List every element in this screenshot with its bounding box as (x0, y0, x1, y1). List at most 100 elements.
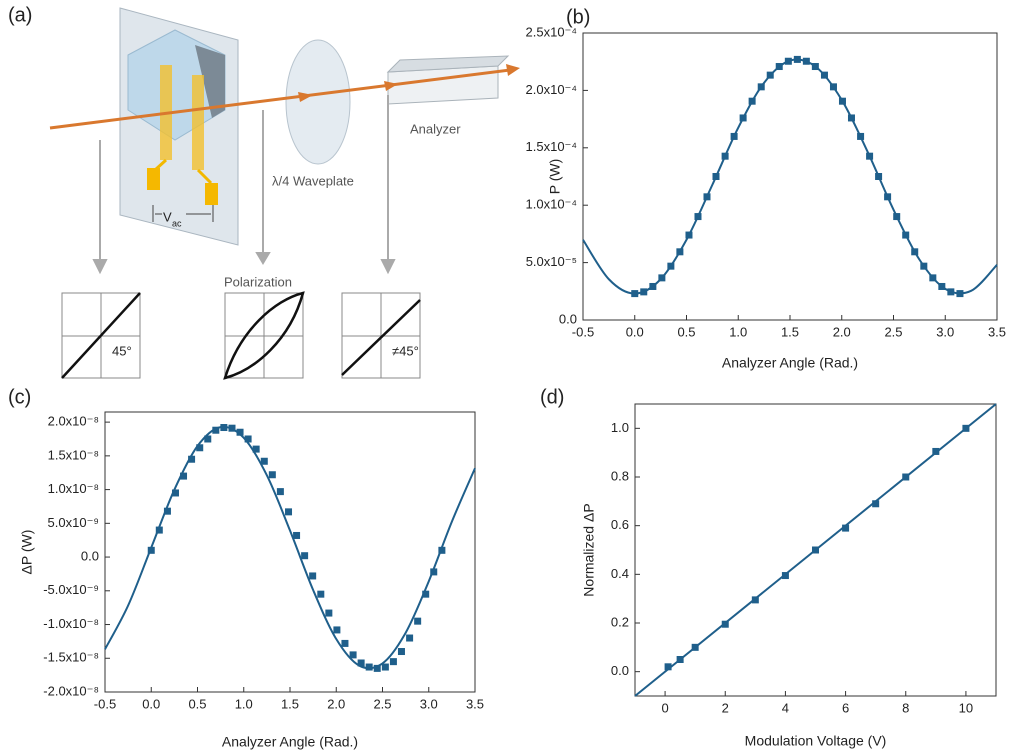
data-point (155, 526, 163, 534)
electrode (192, 75, 204, 170)
data-point (676, 248, 684, 256)
panel-label: (b) (566, 6, 590, 28)
x-tick-label: 3.0 (420, 696, 438, 711)
y-tick-label: 0.2 (611, 614, 629, 629)
x-tick-label: 0.5 (677, 324, 695, 339)
data-point (357, 659, 365, 667)
waveplate (285, 39, 351, 165)
y-tick-label: 0.0 (559, 311, 577, 326)
data-point (252, 445, 260, 453)
y-axis-label: Normalized ΔP (581, 503, 597, 596)
y-tick-label: -1.5x10⁻⁸ (43, 650, 99, 665)
data-point (325, 609, 333, 617)
data-point (212, 426, 220, 434)
x-tick-label: 3.5 (466, 696, 484, 711)
y-tick-label: 0.0 (611, 663, 629, 678)
analyzer-top (386, 55, 510, 73)
data-point (685, 231, 693, 239)
y-tick-label: 0.4 (611, 566, 629, 581)
data-point (829, 83, 837, 91)
beam-head (384, 81, 398, 91)
waveplate-label: λ/4 Waveplate (272, 173, 354, 188)
data-point (712, 173, 720, 180)
y-tick-label: 1.5x10⁻⁸ (48, 447, 99, 462)
x-axis-label: Analyzer Angle (Rad.) (222, 734, 358, 750)
y-tick-label: -1.0x10⁻⁸ (43, 616, 99, 631)
panel-label: (a) (8, 4, 32, 26)
data-point (220, 424, 228, 432)
data-point (228, 424, 236, 432)
beam-head (298, 92, 313, 102)
data-point (884, 193, 892, 201)
x-tick-label: 2.5 (884, 324, 902, 339)
chart-panel: (d) 0 2 4 6 8 10 0.0 0.2 0.4 0.6 0.8 1.0 Modulation V… (540, 386, 997, 749)
data-point (793, 55, 801, 63)
y-tick-label: 5.0x10⁻⁵ (526, 254, 577, 269)
data-point (244, 435, 252, 443)
data-point (664, 663, 672, 671)
data-point (389, 658, 397, 666)
data-point (866, 152, 874, 160)
x-tick-label: 8 (902, 700, 909, 715)
x-tick-label: 1.0 (235, 696, 253, 711)
data-point (406, 634, 414, 642)
analyzer-label: Analyzer (410, 121, 461, 136)
polarization-curves (61, 291, 421, 380)
data-point (301, 552, 309, 560)
data-point (784, 57, 792, 65)
data-point (333, 626, 341, 634)
data-point (260, 457, 268, 465)
data-point (721, 152, 729, 160)
data-point (365, 663, 373, 671)
data-point (721, 620, 729, 628)
data-point (857, 132, 865, 140)
y-tick-label: 2.5x10⁻⁴ (526, 24, 577, 39)
data-point (276, 488, 284, 496)
data-point (180, 472, 188, 480)
data-point (397, 648, 405, 656)
data-point (938, 282, 946, 290)
x-tick-label: 0.0 (142, 696, 160, 711)
data-point (430, 568, 438, 576)
beam-head (506, 64, 520, 76)
pad (147, 168, 160, 190)
x-tick-label: 10 (959, 700, 973, 715)
fit-line (582, 58, 998, 295)
data-point (902, 473, 910, 481)
data-point (147, 546, 155, 554)
y-tick-label: -2.0x10⁻⁸ (43, 683, 99, 698)
y-tick-label: 5.0x10⁻⁹ (48, 515, 99, 530)
plot-frame (104, 411, 476, 693)
data-point (902, 231, 910, 239)
data-point (838, 97, 846, 105)
x-tick-label: 4 (782, 700, 789, 715)
x-tick-label: 1.5 (781, 324, 799, 339)
angle-label: 45° (112, 343, 132, 358)
data-point (956, 290, 964, 298)
data-point (962, 424, 970, 432)
x-axis-label: Analyzer Angle (Rad.) (722, 355, 858, 371)
chart-panel: (b)-0.5 0.0 0.5 1.0 1.5 2.0 2.5 3.0 3.50.05.0x10… (526, 6, 1007, 370)
data-point (204, 435, 212, 443)
data-point (414, 617, 422, 625)
y-tick-label: 1.5x10⁻⁴ (526, 139, 577, 154)
y-tick-label: 2.0x10⁻⁸ (48, 414, 99, 429)
analyzer (387, 65, 499, 105)
data-point (676, 656, 684, 663)
data-point (757, 83, 765, 91)
fit-line (104, 425, 476, 670)
x-tick-label: -0.5 (572, 324, 594, 339)
data-point (932, 447, 940, 455)
data-point (236, 428, 244, 436)
data-point (751, 596, 759, 604)
data-point (317, 590, 325, 598)
y-tick-label: 1.0x10⁻⁸ (48, 481, 99, 496)
x-tick-label: 6 (842, 700, 849, 715)
y-tick-label: 1.0x10⁻⁴ (526, 197, 577, 212)
data-point (649, 282, 657, 290)
x-tick-label: 3.0 (936, 324, 954, 339)
data-point (163, 507, 171, 515)
data-point (929, 274, 937, 282)
panel-label: (c) (8, 386, 31, 408)
setup-diagram: (a) V ac λ/4 Waveplate Analyzer (8, 4, 520, 380)
